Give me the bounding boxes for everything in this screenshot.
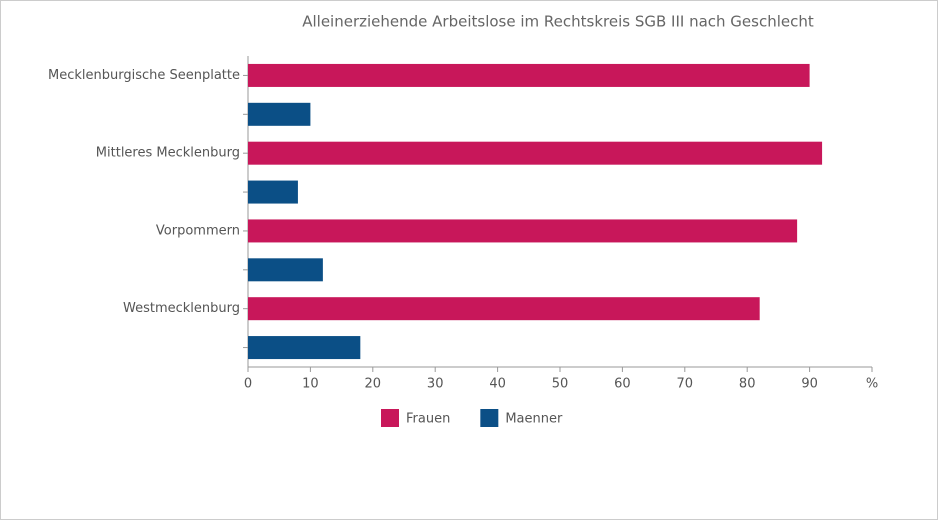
bar — [248, 297, 760, 321]
bar — [248, 336, 361, 360]
x-tick-label: 30 — [427, 377, 444, 392]
x-tick-label: 60 — [614, 377, 631, 392]
bar — [248, 63, 810, 87]
x-tick-label: 70 — [677, 377, 694, 392]
y-tick-label: Mecklenburgische Seenplatte — [48, 68, 240, 83]
bar — [248, 258, 323, 282]
legend-swatch — [480, 409, 499, 427]
bar — [248, 102, 311, 126]
x-tick-label: 90 — [801, 377, 818, 392]
chart-title: Alleinerziehende Arbeitslose im Rechtskr… — [302, 13, 814, 31]
x-tick-label: 40 — [489, 377, 506, 392]
x-tick-label: 80 — [739, 377, 756, 392]
legend-label: Frauen — [406, 412, 450, 427]
y-tick-label: Vorpommern — [156, 223, 240, 238]
x-tick-label: % — [866, 377, 878, 392]
y-tick-label: Mittleres Mecklenburg — [96, 146, 240, 161]
bar — [248, 219, 798, 243]
x-tick-label: 50 — [552, 377, 569, 392]
bar — [248, 180, 298, 204]
x-tick-label: 0 — [244, 377, 252, 392]
x-tick-label: 20 — [365, 377, 382, 392]
bar — [248, 141, 823, 165]
legend-swatch — [381, 409, 399, 427]
x-tick-label: 10 — [302, 377, 319, 392]
y-tick-label: Westmecklenburg — [123, 301, 240, 316]
legend-label: Maenner — [505, 412, 563, 427]
